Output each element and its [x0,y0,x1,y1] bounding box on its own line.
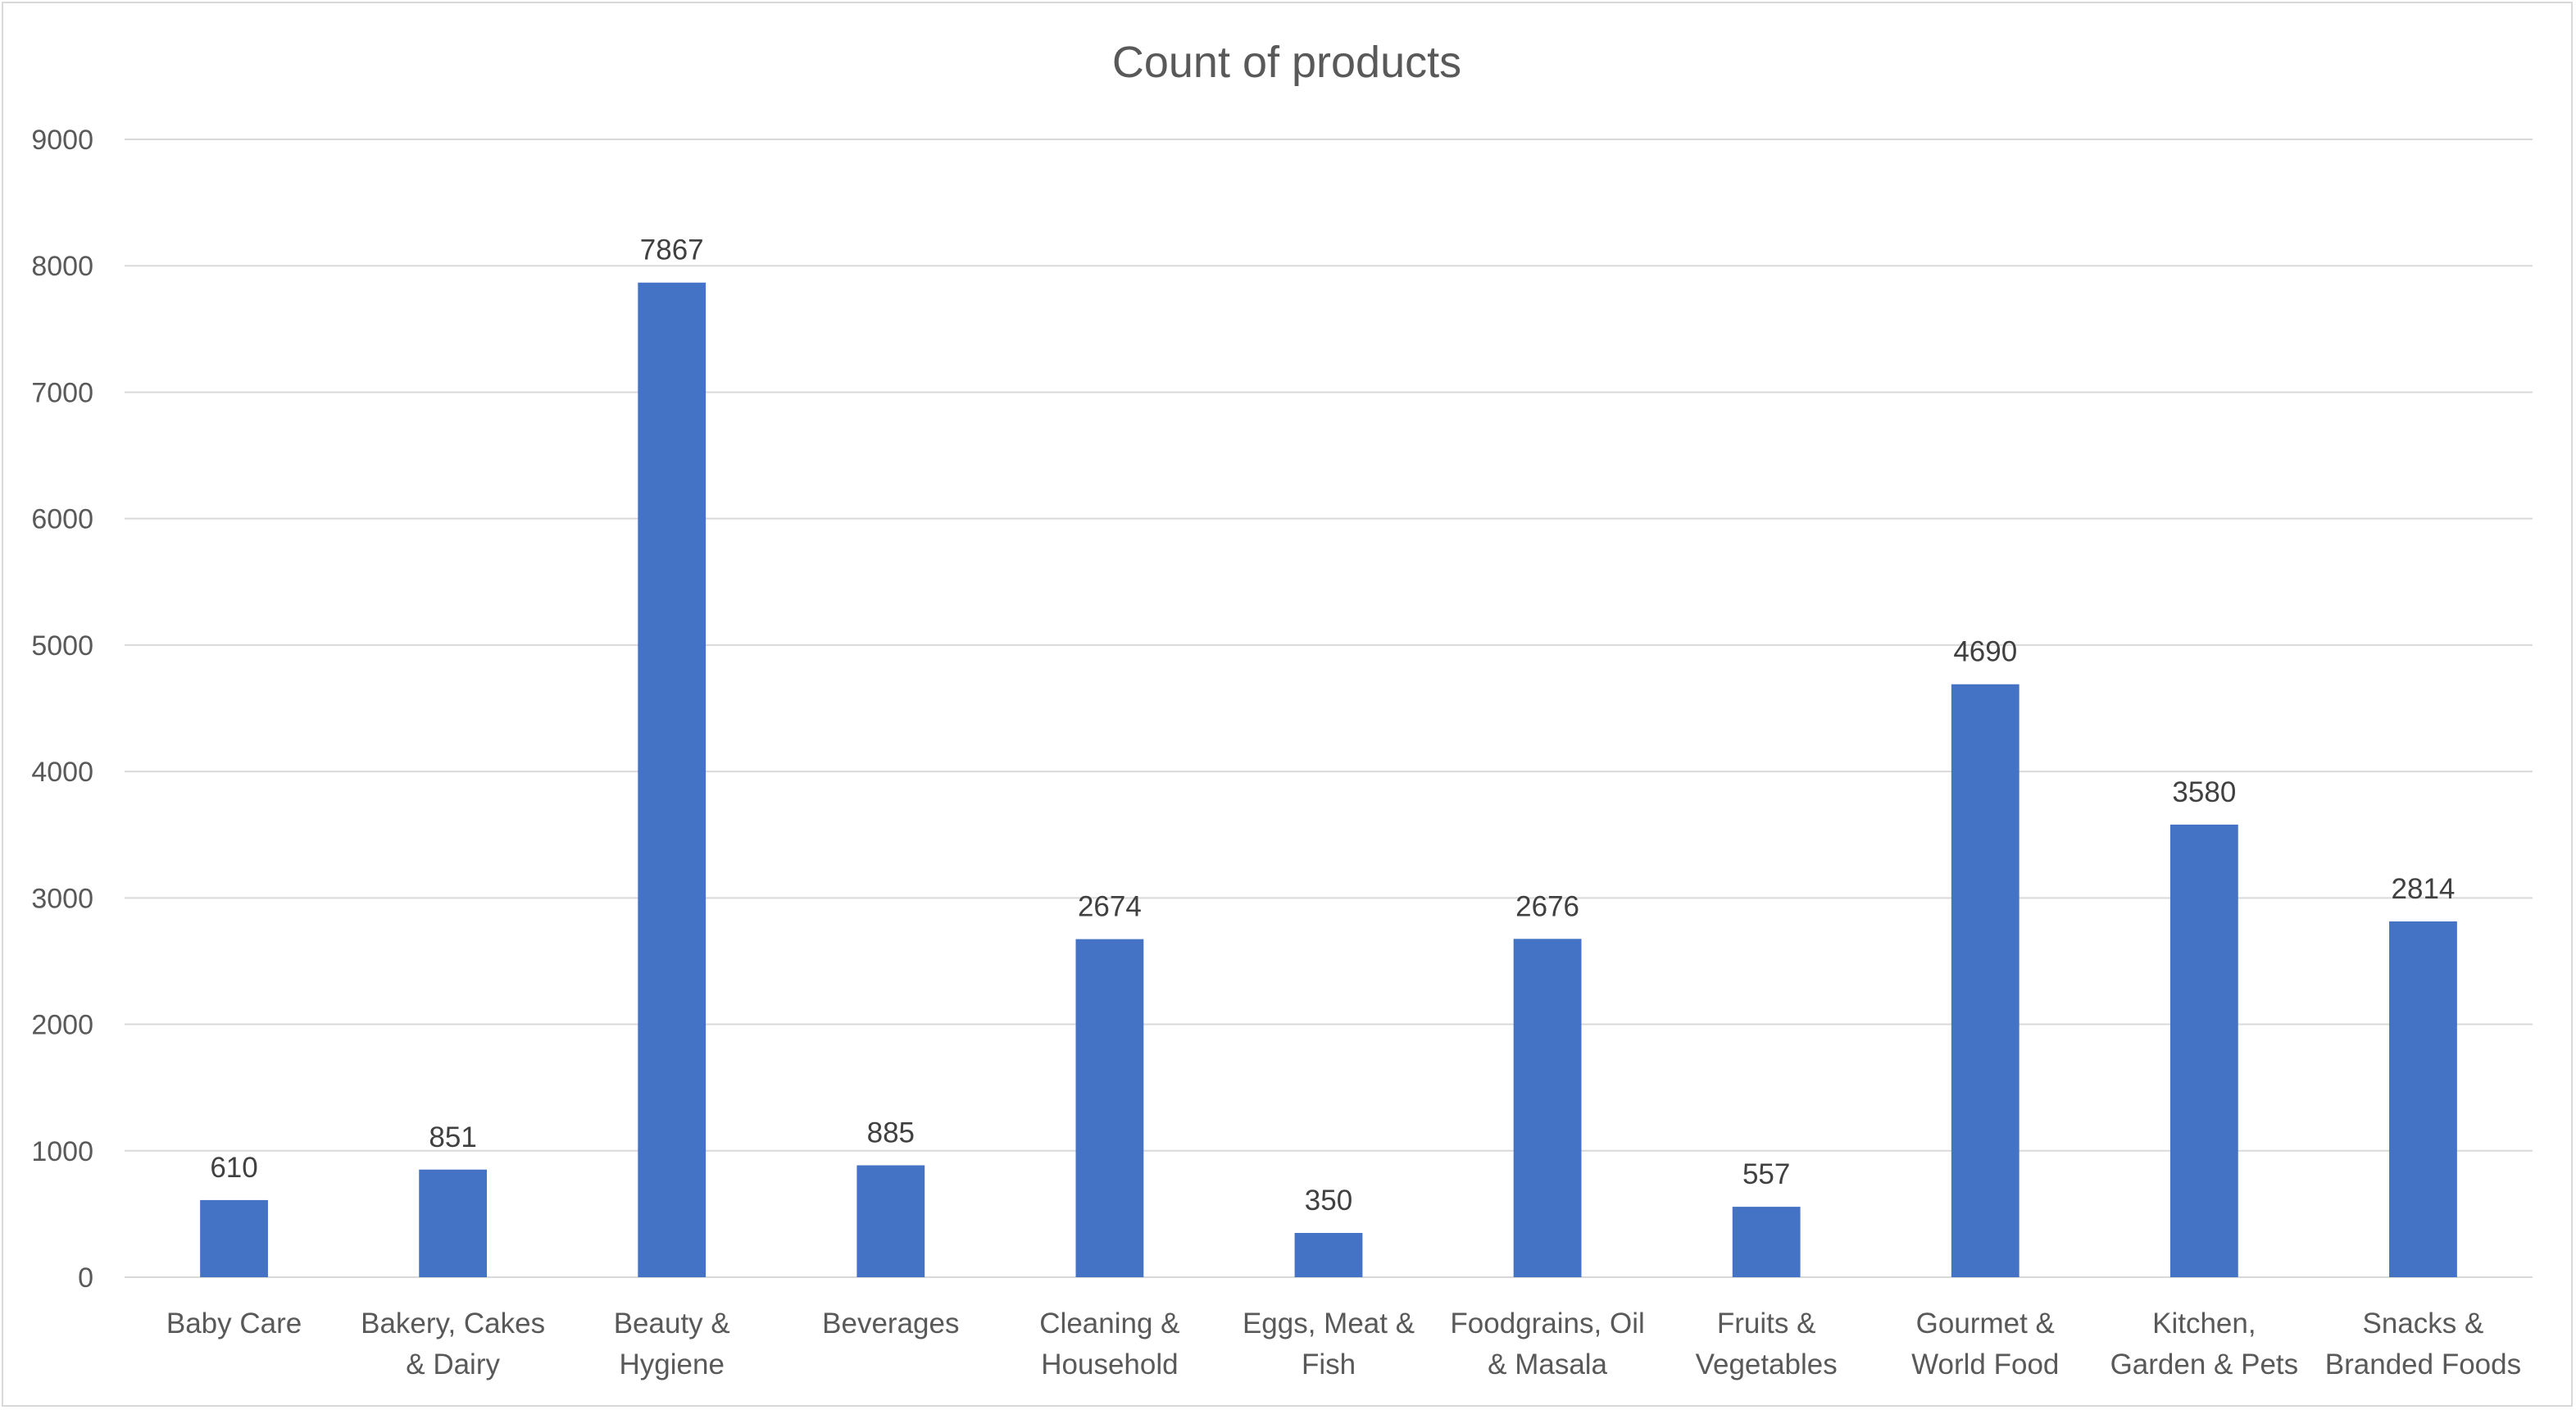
category-label: Beverages [822,1308,959,1340]
y-tick-label: 1000 [31,1136,93,1167]
data-label: 7867 [640,234,704,266]
category-label: Gourmet & [1916,1308,2055,1340]
category-label: Household [1041,1349,1178,1380]
data-label: 2814 [2392,873,2456,905]
y-tick-label: 6000 [31,504,93,535]
bar [1951,684,2019,1277]
category-label: Kitchen, [2152,1308,2256,1340]
data-label: 2674 [1078,891,1142,923]
category-label: Fruits & [1717,1308,1816,1340]
bar [2389,921,2457,1277]
data-label: 557 [1742,1158,1790,1190]
category-label: Cleaning & [1039,1308,1179,1340]
data-label: 851 [429,1121,476,1153]
y-tick-label: 9000 [31,125,93,156]
bar [1075,939,1144,1277]
y-tick-label: 0 [78,1262,93,1294]
bar [638,282,706,1277]
category-label: Fish [1302,1349,1356,1380]
category-label: Baby Care [166,1308,302,1340]
bar [856,1165,925,1277]
gridlines [125,139,2533,1278]
bar [1294,1233,1363,1277]
y-tick-label: 8000 [31,251,93,282]
data-label: 4690 [1953,636,2017,668]
y-tick-label: 4000 [31,757,93,788]
category-label: Foodgrains, Oil [1450,1308,1644,1340]
x-axis-category-labels: Baby Care Bakery, Cakes & Dairy Beauty & Hyg… [166,1308,2521,1380]
y-tick-label: 2000 [31,1010,93,1041]
bar [1513,939,1582,1277]
category-label: Eggs, Meat & [1243,1308,1415,1340]
category-label: & Masala [1488,1349,1607,1380]
data-label: 350 [1305,1185,1352,1217]
y-axis-tick-labels: 0 1000 2000 3000 4000 5000 6000 7000 8000 9000 [31,125,93,1294]
category-label: Beauty & [614,1308,730,1340]
category-label: World Food [1911,1349,2059,1380]
data-labels: 610 851 7867 885 2674 350 2676 557 4690 3580 2814 [210,234,2455,1217]
category-label: Bakery, Cakes [361,1308,545,1340]
data-label: 2676 [1515,890,1579,922]
y-tick-label: 3000 [31,883,93,914]
y-tick-label: 7000 [31,377,93,408]
y-tick-label: 5000 [31,630,93,662]
bars [200,282,2457,1277]
bar [419,1169,488,1277]
data-label: 610 [210,1152,257,1184]
bar [200,1199,268,1277]
category-label: Snacks & [2363,1308,2484,1340]
category-label: Vegetables [1696,1349,1838,1380]
category-label: Branded Foods [2325,1349,2521,1380]
bar [1732,1207,1801,1277]
data-label: 3580 [2172,776,2236,808]
chart-title: Count of products [1112,38,1461,87]
category-label: Garden & Pets [2110,1349,2299,1380]
category-label: & Dairy [406,1349,500,1380]
category-label: Hygiene [620,1349,725,1380]
data-label: 885 [867,1117,915,1149]
bar [2169,824,2238,1277]
